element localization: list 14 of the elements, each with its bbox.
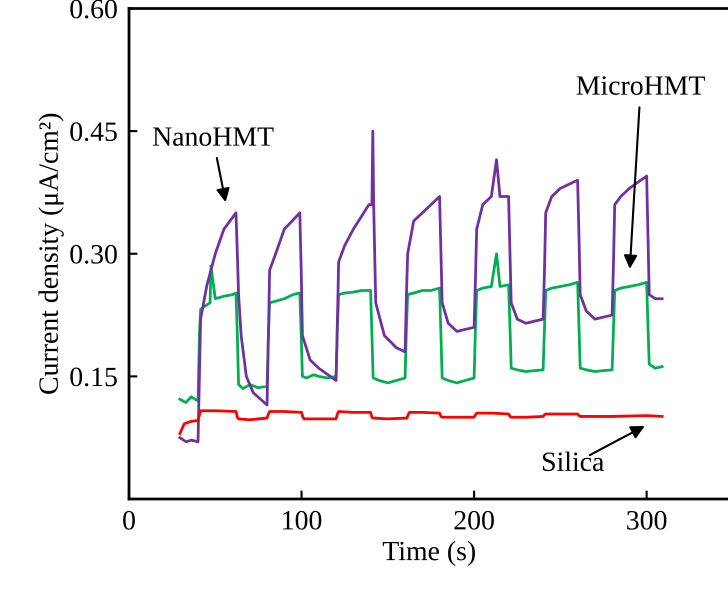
x-tick-label: 100 <box>283 510 322 530</box>
annotation: NanoHMT <box>152 127 274 146</box>
annotation: MicroHMT <box>576 76 705 95</box>
y-axis-title: Current density (μA/cm²) <box>38 114 64 394</box>
y-tick-label: 0.15 <box>70 368 117 386</box>
annotation: Silica <box>542 452 604 472</box>
line-series <box>178 409 664 435</box>
y-tick-label: 0.45 <box>70 122 117 142</box>
y-tick-label: 0.60 <box>70 0 117 19</box>
x-tick-label: 200 <box>454 510 494 530</box>
x-axis-title: Time (s) <box>382 540 475 566</box>
y-tick-label: 0.30 <box>70 244 117 264</box>
x-tick-label: 0 <box>123 510 135 530</box>
x-tick-label: 300 <box>627 510 666 530</box>
